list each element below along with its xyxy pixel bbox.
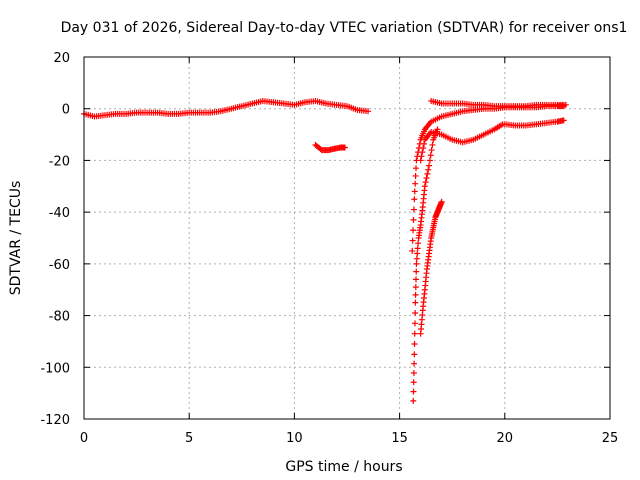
x-axis-label: GPS time / hours [285,459,402,475]
x-tick-label: 25 [602,431,619,446]
data-point [412,299,419,306]
x-tick-labels: 0 5 10 15 20 25 [80,431,618,446]
x-tick-label: 5 [185,431,193,446]
data-point [409,247,416,254]
x-tick-label: 0 [80,431,88,446]
data-point [341,144,348,151]
y-tick-label: -100 [40,361,70,376]
y-axis-label: SDTVAR / TECUs [8,181,24,296]
y-tick-label: -40 [49,206,70,221]
data-point [411,330,418,337]
data-point [429,141,436,148]
data-point [415,240,422,247]
data-point [411,196,418,203]
data-point [410,216,417,223]
y-tick-label: 20 [53,51,70,66]
y-tick-label: -60 [49,258,70,273]
y-tick-label: -20 [49,154,70,169]
data-point [421,183,428,190]
data-point [418,153,425,160]
data-point [411,360,418,367]
data-point [409,237,416,244]
data-point [412,180,419,187]
x-tick-label: 20 [497,431,514,446]
plot-frame [83,56,611,420]
data-point [562,101,569,108]
axis-ticks [83,56,611,420]
data-point [411,351,418,358]
data-point [412,309,419,316]
series-track-deep-b [417,198,445,337]
series-track-plunge [410,126,441,404]
data-point [410,369,417,376]
data-point [414,245,421,252]
data-point [424,170,431,177]
series-track-daytime [81,97,372,120]
x-tick-label: 15 [391,431,408,446]
data-point [411,320,418,327]
data-point [412,291,419,298]
data-point [365,108,372,115]
data-point [410,397,417,404]
data-point [410,379,417,386]
data-point [411,341,418,348]
data-point [434,126,441,133]
data-point [419,149,426,156]
data-point [412,284,419,291]
series-track-late [501,117,567,129]
data-point [425,166,432,173]
data-marks [81,97,569,404]
y-tick-labels: 20 0 -20 -40 -60 -80 -100 -120 [40,51,70,428]
series-track-short-11h [312,141,348,154]
data-point [421,140,428,147]
data-point [426,157,433,164]
y-tick-label: 0 [62,103,70,118]
data-point [411,188,418,195]
y-tick-label: -80 [49,310,70,325]
series-track-high-17h [428,97,569,110]
chart-title: Day 031 of 2026, Sidereal Day-to-day VTE… [61,20,628,36]
data-point [414,250,421,257]
data-point [560,117,567,124]
data-point [413,260,420,267]
data-point [413,255,420,262]
y-tick-label: -120 [40,413,70,428]
data-point [413,165,420,172]
data-point [427,152,434,159]
data-point [413,268,420,275]
data-point [420,145,427,152]
grid [84,57,610,419]
data-point [410,227,417,234]
data-point [410,206,417,213]
data-point [422,179,429,186]
data-point [426,162,433,169]
data-point [417,157,424,164]
data-point [412,172,419,179]
data-point [410,388,417,395]
data-point [428,147,435,154]
data-point [438,198,445,205]
x-tick-label: 10 [286,431,303,446]
data-point [423,175,430,182]
data-point [413,276,420,283]
